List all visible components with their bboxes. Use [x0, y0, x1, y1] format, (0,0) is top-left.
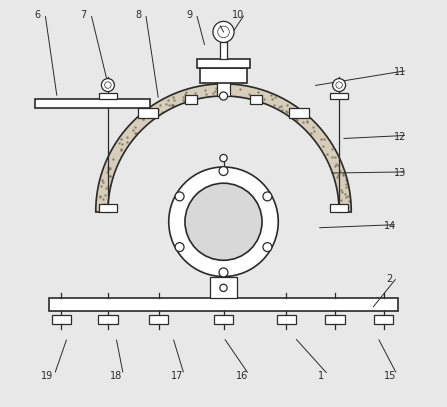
Bar: [35, 99, 151, 108]
Text: 8: 8: [135, 10, 141, 20]
Circle shape: [105, 82, 111, 88]
Bar: [250, 95, 262, 104]
Circle shape: [263, 192, 272, 201]
Bar: [277, 315, 296, 324]
Bar: [211, 276, 236, 298]
Polygon shape: [96, 84, 351, 212]
Circle shape: [220, 154, 227, 162]
Bar: [99, 93, 117, 99]
Text: 2: 2: [387, 274, 393, 284]
Text: 10: 10: [232, 10, 244, 20]
Bar: [374, 315, 393, 324]
Circle shape: [101, 79, 114, 92]
Circle shape: [218, 26, 229, 38]
Text: 11: 11: [394, 67, 406, 77]
Circle shape: [219, 268, 228, 277]
Text: 1: 1: [318, 371, 324, 381]
Text: 12: 12: [394, 131, 406, 142]
Circle shape: [263, 243, 272, 252]
Circle shape: [333, 79, 346, 92]
Text: 15: 15: [384, 371, 396, 381]
Bar: [214, 315, 233, 324]
Bar: [138, 108, 158, 118]
Text: 9: 9: [186, 10, 192, 20]
Bar: [330, 204, 348, 212]
Circle shape: [220, 284, 227, 291]
Text: 17: 17: [171, 371, 183, 381]
Circle shape: [185, 183, 262, 260]
Text: 6: 6: [35, 10, 41, 20]
Bar: [98, 315, 118, 324]
Text: 16: 16: [236, 371, 248, 381]
Text: 18: 18: [110, 371, 122, 381]
Bar: [49, 298, 398, 311]
Circle shape: [169, 167, 278, 276]
Bar: [197, 59, 250, 68]
Circle shape: [213, 22, 234, 42]
Bar: [330, 93, 348, 99]
Bar: [99, 204, 117, 212]
Text: 13: 13: [394, 168, 406, 178]
Circle shape: [175, 243, 184, 252]
Bar: [200, 68, 247, 83]
Bar: [325, 315, 345, 324]
Circle shape: [219, 166, 228, 175]
Circle shape: [336, 82, 342, 88]
Circle shape: [175, 192, 184, 201]
Text: 7: 7: [80, 10, 87, 20]
Bar: [217, 68, 230, 96]
Bar: [289, 108, 309, 118]
Bar: [220, 42, 227, 59]
Circle shape: [219, 92, 228, 100]
Text: 14: 14: [384, 221, 396, 231]
Bar: [185, 95, 197, 104]
Bar: [51, 315, 71, 324]
Bar: [149, 315, 169, 324]
Text: 19: 19: [41, 371, 53, 381]
